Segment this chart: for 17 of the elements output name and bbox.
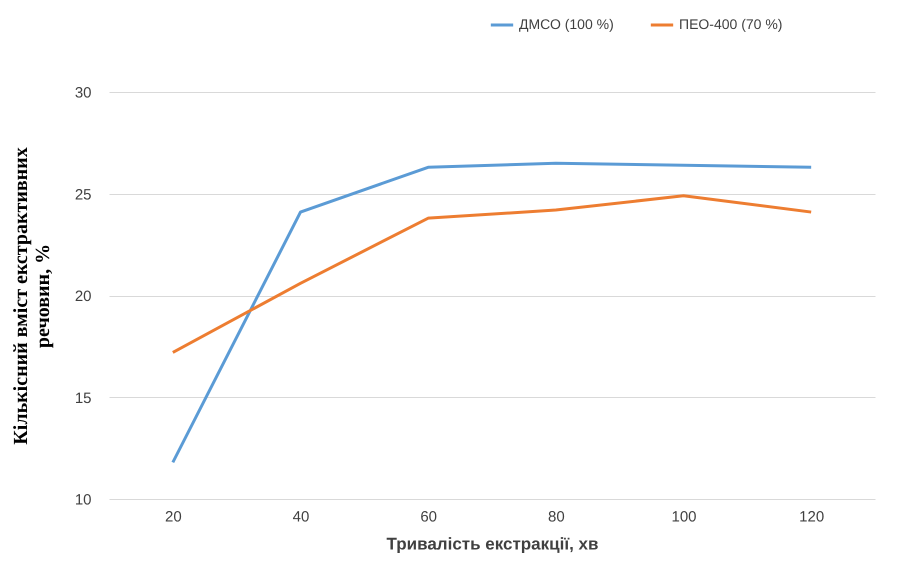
x-tick-label: 80 (548, 508, 565, 526)
line-series (171, 194, 813, 354)
x-axis-title: Тривалість екстракції, хв (386, 534, 598, 554)
x-tick-label: 20 (164, 508, 182, 526)
y-tick-label: 10 (74, 492, 92, 508)
legend-label: ДМСО (100 %) (519, 16, 614, 32)
x-tick-label: 100 (671, 508, 697, 526)
x-tick-label: 60 (420, 508, 438, 526)
y-tick-label: 15 (74, 390, 92, 407)
x-tick-label: 120 (799, 508, 824, 526)
y-axis-title: Кількісний вміст екстрактивних речовин, % (10, 147, 54, 445)
y-tick-label: 25 (74, 186, 92, 204)
x-tick-label: 40 (292, 508, 310, 526)
y-tick-label: 20 (74, 288, 92, 305)
y-tick-label: 30 (74, 84, 92, 102)
legend-label: ПЕО-400 (70 %) (679, 16, 782, 32)
line-series (171, 162, 813, 464)
